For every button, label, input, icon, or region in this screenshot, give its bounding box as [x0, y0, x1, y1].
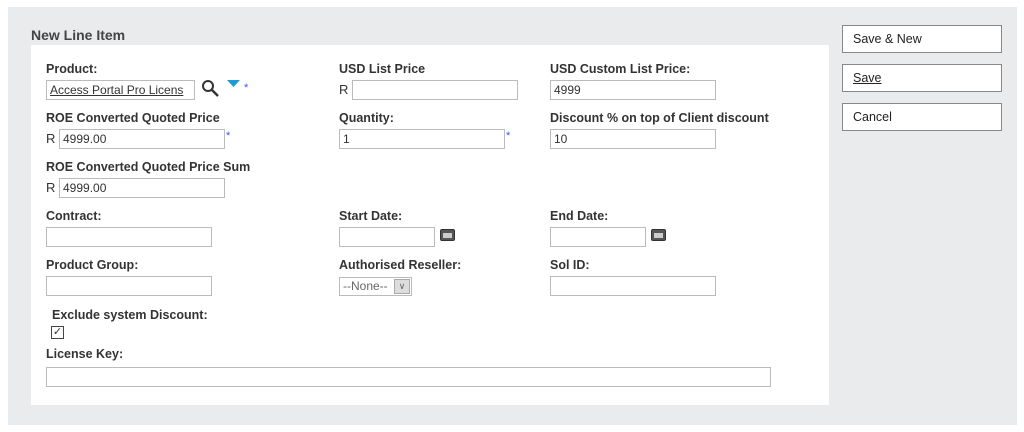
- end-date-label: End Date:: [550, 209, 609, 223]
- usd-custom-list-price-input[interactable]: 4999: [550, 80, 716, 100]
- exclude-discount-checkbox[interactable]: ✓: [51, 326, 64, 339]
- dropdown-triangle-icon[interactable]: [227, 80, 240, 88]
- discount-input[interactable]: 10: [550, 129, 716, 149]
- usd-list-price-input[interactable]: [352, 80, 518, 100]
- product-lookup-input[interactable]: Access Portal Pro Licens: [46, 80, 195, 100]
- calendar-icon[interactable]: [651, 229, 666, 241]
- sol-id-input[interactable]: [550, 276, 716, 296]
- roe-sum-label: ROE Converted Quoted Price Sum: [46, 160, 251, 174]
- reseller-selected: --None--: [343, 279, 388, 293]
- reseller-label: Authorised Reseller:: [339, 258, 462, 272]
- start-date-input[interactable]: [339, 227, 435, 247]
- roe-price-label: ROE Converted Quoted Price: [46, 111, 220, 125]
- end-date-input[interactable]: [550, 227, 646, 247]
- currency-prefix: R: [339, 82, 349, 97]
- required-marker: *: [226, 130, 231, 142]
- start-date-label: Start Date:: [339, 209, 403, 223]
- search-icon[interactable]: [201, 79, 221, 99]
- contract-label: Contract:: [46, 209, 102, 223]
- license-key-label: License Key:: [46, 347, 124, 361]
- usd-custom-list-price-label: USD Custom List Price:: [550, 62, 691, 76]
- license-key-input[interactable]: [46, 367, 771, 387]
- contract-input[interactable]: [46, 227, 212, 247]
- cancel-button[interactable]: Cancel: [842, 103, 1002, 131]
- required-marker: *: [506, 130, 511, 142]
- discount-label: Discount % on top of Client discount: [550, 111, 769, 125]
- required-marker: *: [244, 82, 249, 94]
- roe-price-input[interactable]: 4999.00: [59, 129, 225, 149]
- product-group-label: Product Group:: [46, 258, 139, 272]
- product-label: Product:: [46, 62, 98, 76]
- quantity-label: Quantity:: [339, 111, 394, 125]
- chevron-down-icon: ∨: [394, 279, 410, 294]
- sol-id-label: Sol ID:: [550, 258, 590, 272]
- reseller-select[interactable]: --None-- ∨: [339, 277, 412, 296]
- currency-prefix: R: [46, 131, 56, 146]
- save-and-new-button[interactable]: Save & New: [842, 25, 1002, 53]
- product-group-input[interactable]: [46, 276, 212, 296]
- calendar-icon[interactable]: [440, 229, 455, 241]
- save-button[interactable]: Save: [842, 64, 1002, 92]
- form-panel: [31, 45, 829, 405]
- roe-sum-input[interactable]: 4999.00: [59, 178, 225, 198]
- exclude-discount-label: Exclude system Discount:: [52, 308, 208, 322]
- currency-prefix: R: [46, 180, 56, 195]
- page-title: New Line Item: [31, 27, 126, 43]
- usd-list-price-label: USD List Price: [339, 62, 426, 76]
- quantity-input[interactable]: 1: [339, 129, 505, 149]
